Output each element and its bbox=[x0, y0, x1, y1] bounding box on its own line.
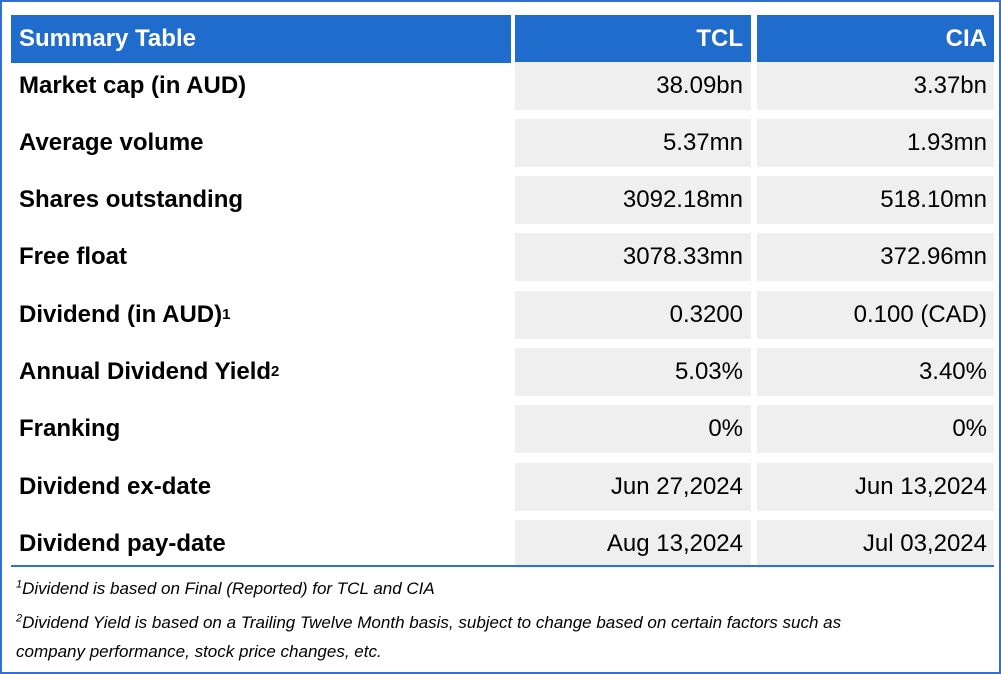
cia-value: Jun 13,2024 bbox=[757, 463, 994, 511]
tcl-value: 5.37mn bbox=[515, 119, 751, 167]
row-label: Shares outstanding bbox=[19, 186, 244, 213]
cia-value: Jul 03,2024 bbox=[757, 520, 994, 568]
row-label: Dividend ex-date bbox=[19, 473, 212, 500]
tcl-value: 5.03% bbox=[515, 348, 751, 396]
tcl-value: 38.09bn bbox=[515, 62, 751, 110]
row-label: Free float bbox=[19, 243, 128, 270]
cia-value: 0% bbox=[757, 405, 994, 453]
cia-value: 3.37bn bbox=[757, 62, 994, 110]
tcl-value: Jun 27,2024 bbox=[515, 463, 751, 511]
footnote-2: 2Dividend Yield is based on a Trailing T… bbox=[16, 612, 842, 632]
header-cia: CIA bbox=[757, 15, 994, 63]
row-label: Annual Dividend Yield 2 bbox=[19, 358, 280, 385]
row-label: Average volume bbox=[19, 129, 204, 156]
tcl-value: 0.3200 bbox=[515, 291, 751, 339]
cia-value: 1.93mn bbox=[757, 119, 994, 167]
cia-value: 3.40% bbox=[757, 348, 994, 396]
tcl-value: 3092.18mn bbox=[515, 176, 751, 224]
row-label: Dividend pay-date bbox=[19, 530, 226, 557]
header-label: Summary Table bbox=[11, 15, 511, 63]
cia-value: 0.100 (CAD) bbox=[757, 291, 994, 339]
header-tcl: TCL bbox=[515, 15, 751, 63]
row-label: Dividend (in AUD) 1 bbox=[19, 301, 231, 328]
cia-value: 372.96mn bbox=[757, 233, 994, 281]
tcl-value: 3078.33mn bbox=[515, 233, 751, 281]
footnote-2-continued: company performance, stock price changes… bbox=[16, 642, 382, 661]
row-label: Market cap (in AUD) bbox=[19, 72, 247, 99]
tcl-value: Aug 13,2024 bbox=[515, 520, 751, 568]
tcl-value: 0% bbox=[515, 405, 751, 453]
footnote-1: 1Dividend is based on Final (Reported) f… bbox=[16, 578, 435, 598]
footnote-divider bbox=[11, 565, 994, 567]
cia-value: 518.10mn bbox=[757, 176, 994, 224]
row-label: Franking bbox=[19, 415, 121, 442]
